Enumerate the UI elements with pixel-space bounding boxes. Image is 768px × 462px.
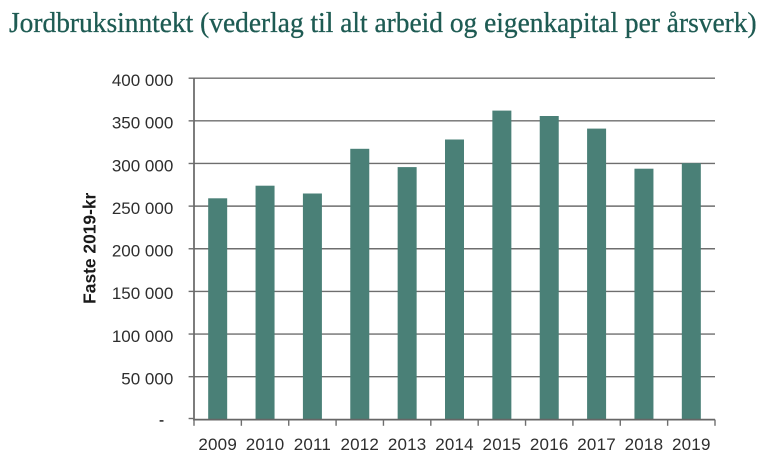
svg-text:300 000: 300 000 [112,156,173,175]
svg-text:150 000: 150 000 [112,284,173,303]
svg-text:2010: 2010 [246,435,285,454]
svg-text:2011: 2011 [294,435,331,454]
svg-text:2015: 2015 [483,435,522,454]
svg-text:2017: 2017 [577,435,616,454]
svg-text:2014: 2014 [435,435,474,454]
svg-text:2012: 2012 [340,435,379,454]
svg-text:Faste 2019-kr: Faste 2019-kr [79,192,99,303]
svg-text:400 000: 400 000 [112,71,173,90]
svg-text:2009: 2009 [198,435,237,454]
svg-text:2013: 2013 [388,435,427,454]
svg-text:2016: 2016 [530,435,569,454]
svg-text:50 000: 50 000 [121,369,173,388]
svg-text:100 000: 100 000 [112,327,173,346]
svg-text:350 000: 350 000 [112,114,173,133]
svg-text:2019: 2019 [672,435,711,454]
svg-text:2018: 2018 [625,435,664,454]
svg-text:250 000: 250 000 [112,199,173,218]
svg-text:200 000: 200 000 [112,242,173,261]
